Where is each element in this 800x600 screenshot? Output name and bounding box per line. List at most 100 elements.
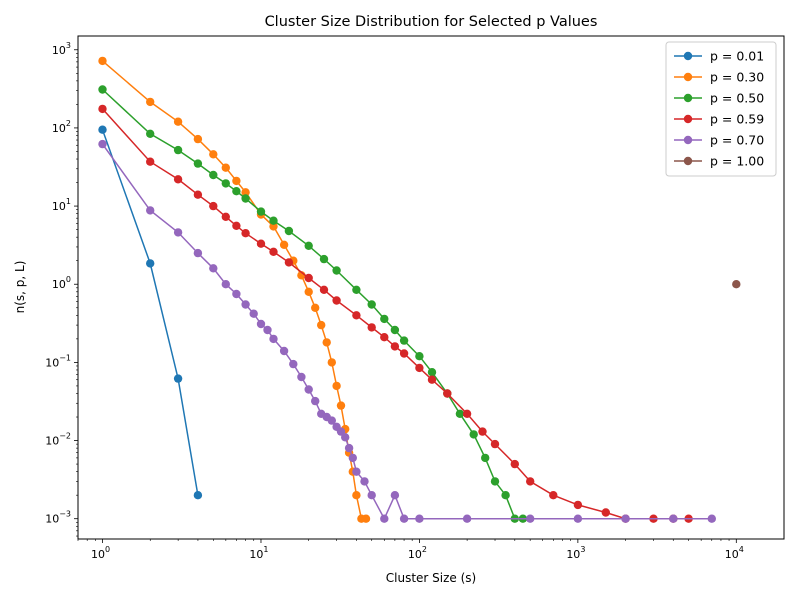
legend: p = 0.01 p = 0.30 p = 0.50 p = 0.59 p = 0.70… [665, 41, 777, 177]
data-point [469, 430, 478, 439]
data-point [415, 363, 424, 373]
data-point [263, 325, 272, 335]
data-point [390, 491, 400, 500]
y-tick-exponent: 1 [66, 197, 71, 206]
data-point [146, 157, 155, 166]
plot-frame [77, 35, 785, 540]
data-point [221, 179, 230, 188]
data-point [173, 228, 183, 237]
data-point [304, 273, 313, 283]
data-point [209, 264, 218, 273]
data-point [427, 368, 437, 377]
data-point [462, 409, 472, 418]
data-point [352, 491, 361, 500]
x-tick-exponent: 1 [263, 545, 268, 554]
data-point [209, 170, 218, 180]
data-point [209, 201, 218, 211]
data-point [443, 389, 452, 398]
data-point [304, 241, 313, 250]
data-point [232, 289, 241, 299]
data-point [193, 190, 203, 199]
data-point [573, 500, 583, 510]
data-point [399, 349, 409, 358]
legend-item: p = 0.01 [674, 49, 764, 64]
data-point [367, 323, 376, 332]
data-point [279, 240, 289, 249]
data-point [269, 334, 278, 344]
y-tick-exponent: −2 [59, 432, 71, 441]
legend-label: p = 1.00 [710, 154, 764, 169]
data-point [327, 416, 336, 425]
data-point [380, 514, 389, 523]
data-point [399, 514, 409, 523]
legend-label: p = 0.01 [710, 49, 764, 64]
series-4 [98, 139, 716, 523]
data-point [344, 443, 354, 453]
data-point [232, 187, 241, 196]
y-axis-label: n(s, p, L) [13, 261, 27, 314]
data-point [332, 266, 341, 275]
data-point [707, 514, 716, 523]
data-point [526, 514, 535, 523]
series-5 [732, 280, 741, 289]
data-point [455, 409, 465, 418]
series-3 [98, 104, 693, 523]
data-point [380, 333, 389, 342]
data-point [269, 247, 278, 256]
data-point [98, 56, 107, 66]
data-point [317, 320, 326, 330]
data-point [304, 385, 313, 394]
legend-label: p = 0.30 [710, 70, 764, 85]
data-point [352, 285, 361, 294]
data-point [209, 150, 218, 159]
series-0 [98, 125, 203, 500]
data-point [98, 104, 107, 114]
series-layer [98, 56, 741, 523]
data-point [241, 300, 250, 309]
series-line [101, 129, 199, 496]
data-point [284, 226, 294, 236]
series-2 [98, 85, 528, 523]
data-point [304, 287, 313, 296]
legend-box [665, 41, 777, 177]
data-point [241, 194, 250, 203]
data-point [146, 259, 155, 268]
data-point [601, 508, 610, 517]
legend-item: p = 0.59 [674, 112, 764, 127]
legend-marker [683, 156, 693, 166]
legend-label: p = 0.59 [710, 112, 764, 127]
series-line [101, 108, 689, 520]
data-point [297, 372, 306, 382]
data-point [221, 212, 230, 221]
data-point [322, 338, 331, 347]
data-point [269, 216, 278, 225]
data-point [390, 325, 400, 335]
data-point [98, 85, 107, 94]
data-point [669, 514, 678, 523]
legend-marker [683, 51, 693, 61]
data-point [462, 514, 472, 523]
data-point [367, 300, 376, 309]
data-point [221, 163, 230, 172]
data-point [348, 453, 357, 463]
data-point [415, 352, 424, 361]
data-point [327, 358, 336, 367]
data-point [399, 336, 409, 345]
data-point [232, 176, 241, 186]
data-point [336, 401, 346, 410]
data-point [173, 145, 183, 155]
legend-marker [683, 135, 693, 145]
data-point [332, 296, 341, 305]
data-point [341, 433, 350, 442]
data-point [549, 491, 558, 500]
x-tick-exponent: 4 [739, 545, 744, 554]
chart-title: Cluster Size Distribution for Selected p… [265, 14, 598, 30]
legend-item: p = 1.00 [674, 154, 764, 169]
legend-item: p = 0.50 [674, 91, 764, 106]
y-tick-exponent: 3 [66, 41, 71, 50]
data-point [311, 396, 320, 406]
data-point [319, 254, 329, 264]
data-point [732, 280, 741, 289]
x-axis-label: Cluster Size (s) [386, 571, 476, 585]
